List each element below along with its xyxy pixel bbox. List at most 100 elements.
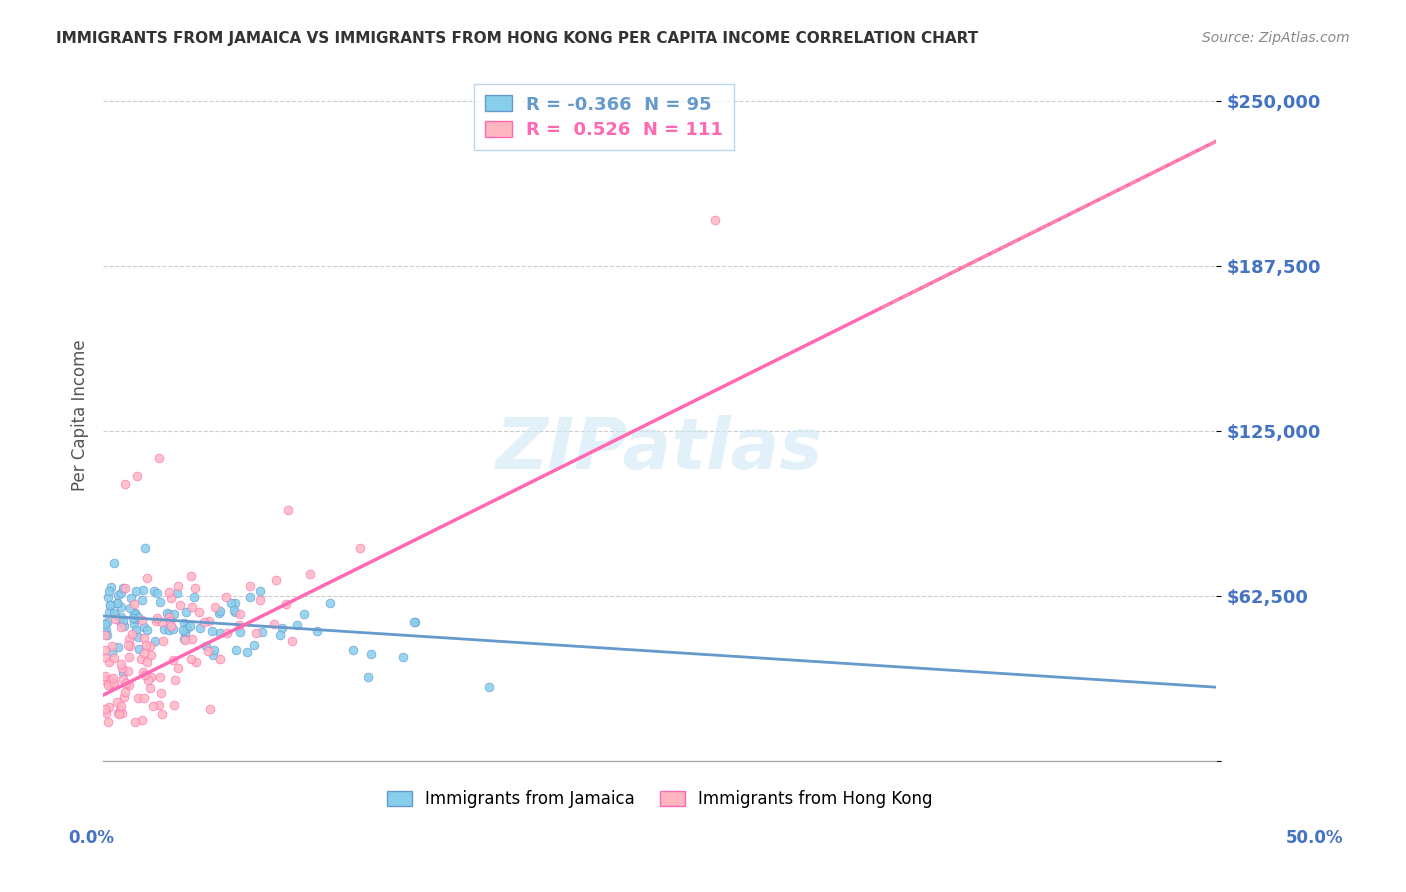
Point [281,634,304,648]
Point [97,678,120,692]
Point [107,588,129,602]
Point [357,671,380,685]
Point [96,615,118,630]
Point [229,624,252,639]
Point [117,664,139,678]
Point [139,681,162,695]
Point [172,623,194,637]
Point [98,599,121,613]
Point [125,624,148,638]
Point [224,603,246,617]
Point [114,684,136,698]
Point [94,669,117,683]
Point [131,713,153,727]
Point [121,627,143,641]
Point [114,477,136,491]
Point [104,612,127,626]
Point [201,624,224,639]
Point [183,590,205,604]
Point [107,706,129,720]
Point [136,655,159,669]
Point [124,612,146,626]
Point [292,607,315,621]
Text: 0.0%: 0.0% [69,830,114,847]
Point [202,642,225,657]
Point [153,623,176,637]
Point [263,617,285,632]
Point [249,584,271,599]
Point [150,615,173,629]
Point [131,593,153,607]
Point [105,596,128,610]
Point [173,632,195,646]
Point [105,695,128,709]
Point [305,624,328,638]
Point [111,666,134,681]
Point [174,633,197,648]
Point [163,698,186,712]
Point [360,648,382,662]
Point [98,605,121,619]
Point [404,615,426,630]
Point [97,591,120,605]
Point [269,628,291,642]
Point [125,469,148,483]
Point [159,619,181,633]
Point [142,583,165,598]
Point [131,613,153,627]
Point [225,642,247,657]
Y-axis label: Per Capita Income: Per Capita Income [72,339,89,491]
Point [112,690,135,704]
Point [239,579,262,593]
Point [142,699,165,714]
Point [169,598,191,612]
Point [239,590,262,604]
Point [146,610,169,624]
Point [135,638,157,652]
Point [110,599,132,614]
Point [107,640,129,654]
Point [134,541,156,555]
Point [148,698,170,712]
Point [100,672,122,686]
Point [96,623,118,637]
Point [125,583,148,598]
Point [277,503,299,517]
Point [208,652,231,666]
Point [478,680,501,694]
Point [101,671,124,685]
Point [219,596,242,610]
Point [94,702,117,716]
Point [110,586,132,600]
Text: ZIPatlas: ZIPatlas [496,415,824,484]
Point [110,704,132,718]
Point [174,626,197,640]
Point [111,706,134,720]
Point [98,584,121,599]
Point [141,648,163,663]
Point [94,706,117,721]
Point [245,625,267,640]
Point [215,626,238,640]
Point [103,678,125,692]
Point [110,620,132,634]
Point [118,678,141,692]
Point [167,661,190,675]
Point [111,661,134,675]
Point [184,581,207,595]
Point [252,624,274,639]
Point [101,645,124,659]
Point [108,614,131,628]
Point [115,676,138,690]
Point [198,614,221,628]
Point [112,619,135,633]
Point [97,677,120,691]
Point [180,568,202,582]
Point [156,606,179,620]
Point [159,614,181,628]
Point [184,655,207,669]
Point [215,590,238,604]
Point [117,638,139,652]
Point [179,619,201,633]
Point [176,622,198,636]
